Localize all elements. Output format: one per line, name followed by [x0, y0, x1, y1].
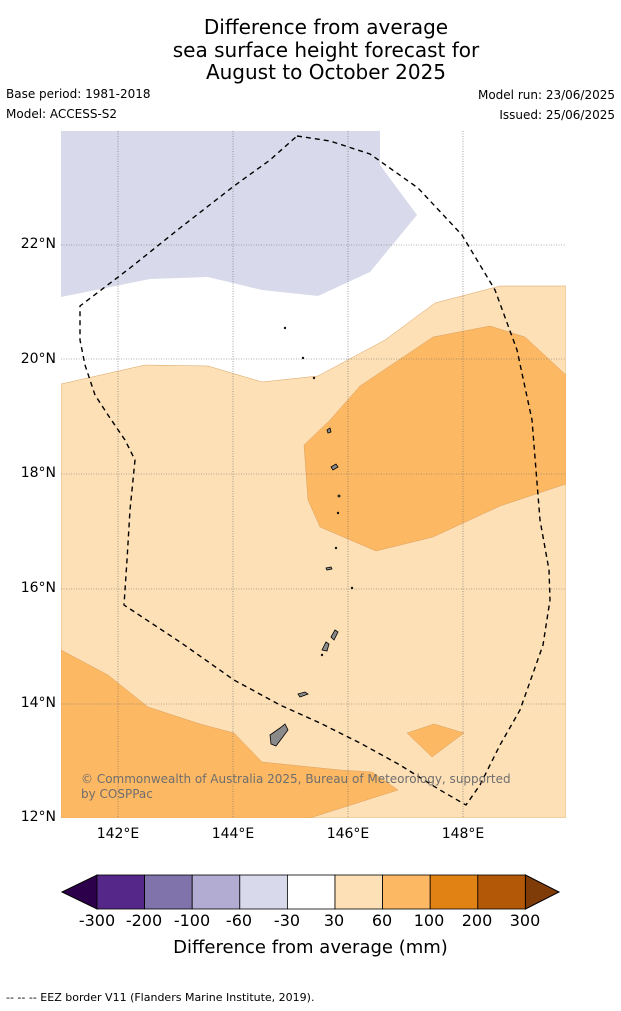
island-alamagan — [337, 494, 341, 498]
island-tinian — [321, 641, 330, 652]
contour-region-negative — [61, 131, 417, 297]
island-aguijan — [320, 653, 324, 657]
eez-legend-note: -- -- -- EEZ border V11 (Flanders Marine… — [6, 991, 315, 1004]
title-line-3: August to October 2025 — [205, 60, 447, 84]
model-run: Model run: 23/06/2025 — [477, 88, 615, 102]
lon-label-146e: 146°E — [326, 826, 370, 842]
colorbar-arrow-high — [524, 874, 561, 910]
colorbar-tick: 300 — [509, 911, 541, 930]
islands — [269, 326, 354, 747]
colorbar-swatch — [382, 874, 431, 910]
colorbar-label: Difference from average (mm) — [173, 937, 448, 958]
island-anatahan — [325, 566, 333, 571]
colorbar-swatch — [191, 874, 241, 910]
colorbar-swatch — [239, 874, 288, 910]
island-maug — [326, 427, 332, 434]
colorbar-swatches — [60, 874, 561, 910]
colorbar-tick: -60 — [225, 911, 253, 930]
colorbar-tick: -300 — [78, 911, 116, 930]
island-saipan — [330, 629, 339, 641]
island-rota — [297, 691, 309, 698]
colorbar-swatch — [96, 874, 145, 910]
lat-label-12n: 12°N — [20, 809, 56, 825]
lat-label-16n: 16°N — [20, 580, 56, 596]
colorbar-tick: 30 — [323, 911, 345, 930]
colorbar-tick: -100 — [173, 911, 211, 930]
colorbar-tick: -200 — [125, 911, 163, 930]
lat-label-14n: 14°N — [20, 695, 56, 711]
island-guguan — [336, 511, 340, 515]
model-name: Model: ACCESS-S2 — [6, 107, 118, 121]
lat-label-18n: 18°N — [20, 465, 56, 481]
colorbar-arrow-low — [60, 874, 98, 910]
title-line-2: sea surface height forecast for — [172, 37, 480, 62]
title-line-1: Difference from average — [203, 15, 449, 39]
island-farallon — [350, 586, 354, 590]
lon-label-148e: 148°E — [441, 826, 485, 842]
contour-region-60-100-east — [303, 325, 566, 552]
colorbar-swatch — [286, 874, 336, 910]
lon-label-142e: 142°E — [96, 826, 140, 842]
island-guam — [269, 723, 289, 747]
island-agrihan — [330, 463, 339, 471]
eez-border — [79, 135, 551, 806]
colorbar-swatch — [144, 874, 193, 910]
colorbar-swatch — [334, 874, 383, 910]
colorbar-swatch — [477, 874, 526, 910]
island-north-3 — [312, 376, 316, 380]
colorbar-swatch — [429, 874, 479, 910]
base-period: Base period: 1981-2018 — [6, 87, 151, 101]
colorbar-tick: 60 — [371, 911, 393, 930]
chart-title: Difference from average sea surface heig… — [0, 16, 621, 84]
lon-label-144e: 144°E — [211, 826, 255, 842]
island-north-1 — [283, 326, 287, 330]
colorbar — [60, 874, 561, 910]
colorbar-tick: -30 — [273, 911, 301, 930]
contour-region-60-100-southwest — [61, 649, 399, 818]
contour-region-60-100-small — [406, 723, 465, 758]
copyright-credit: © Commonwealth of Australia 2025, Bureau… — [81, 772, 511, 801]
gridlines — [61, 131, 566, 818]
sea-surface-height-map — [61, 131, 566, 818]
lat-label-22n: 22°N — [20, 236, 56, 252]
lat-label-20n: 20°N — [20, 351, 56, 367]
colorbar-tick: 200 — [461, 911, 493, 930]
island-north-2 — [301, 356, 305, 360]
island-sarigan — [334, 546, 338, 550]
colorbar-tick: 100 — [413, 911, 445, 930]
issued-date: Issued: 25/06/2025 — [499, 108, 615, 122]
